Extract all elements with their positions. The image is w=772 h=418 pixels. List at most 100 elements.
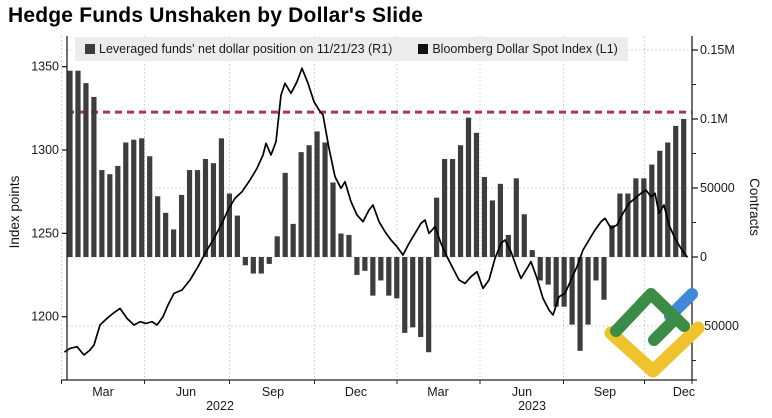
bar	[577, 257, 583, 351]
bar	[99, 170, 105, 257]
bar	[441, 159, 448, 257]
bar	[489, 200, 496, 257]
bar	[91, 96, 97, 257]
bar-series-swatch-icon	[85, 44, 95, 54]
bar	[330, 182, 336, 257]
bar	[481, 176, 488, 257]
bar	[665, 142, 671, 257]
legend-item-bar-series: Leveraged funds' net dollar position on …	[85, 42, 392, 56]
bar	[298, 152, 304, 257]
bar	[322, 142, 328, 257]
bar	[561, 257, 567, 307]
bar	[338, 233, 344, 257]
right-tick-label: 0.1M	[700, 112, 728, 126]
bar	[290, 223, 296, 257]
bar	[242, 257, 248, 266]
bar	[681, 119, 687, 257]
bar	[601, 257, 607, 300]
chart-title: Hedge Funds Unshaken by Dollar's Slide	[8, 4, 424, 27]
right-tick-label: 0.15M	[700, 43, 735, 57]
bar	[115, 165, 121, 257]
x-tick-label: Dec	[345, 385, 367, 399]
year-label: 2023	[518, 399, 546, 413]
bar	[465, 117, 472, 258]
bar	[449, 159, 456, 257]
bar	[282, 172, 288, 257]
x-tick-label: Dec	[673, 385, 695, 399]
bar	[139, 138, 145, 257]
bar	[186, 170, 193, 257]
left-tick-label: 1250	[31, 226, 59, 240]
bar	[147, 156, 153, 257]
x-tick-label: Sep	[262, 385, 284, 399]
bar	[202, 159, 209, 257]
bar	[250, 257, 256, 274]
bar	[258, 257, 264, 274]
legend-label-line-series: Bloomberg Dollar Spot Index (L1)	[432, 42, 618, 56]
bar	[378, 257, 384, 281]
bar	[457, 145, 464, 257]
logo-yellow-check	[604, 321, 705, 378]
bar	[673, 125, 679, 258]
bar	[266, 257, 272, 264]
legend-item-line-series: Bloomberg Dollar Spot Index (L1)	[418, 42, 618, 56]
bar	[657, 150, 663, 257]
bar	[123, 142, 129, 257]
line-series-swatch-icon	[418, 44, 429, 54]
bar	[83, 83, 89, 258]
x-tick-label: Jun	[512, 385, 532, 399]
bar	[155, 196, 161, 257]
bar	[274, 236, 280, 257]
bar	[226, 193, 232, 257]
year-label: 2022	[206, 399, 234, 413]
bar	[473, 132, 480, 257]
left-tick-label: 1300	[31, 143, 59, 157]
bar	[314, 131, 320, 257]
bar	[553, 257, 559, 307]
bar	[545, 257, 551, 285]
right-tick-label: -50000	[700, 319, 739, 333]
bar	[521, 214, 527, 257]
bar	[386, 257, 392, 296]
x-tick-label: Mar	[92, 385, 114, 399]
legend-label-bar-series: Leveraged funds' net dollar position on …	[99, 42, 393, 56]
bar	[346, 234, 352, 257]
bar	[107, 174, 113, 257]
bar	[163, 212, 169, 257]
bar	[218, 138, 225, 257]
bar	[633, 178, 639, 257]
left-tick-label: 1200	[31, 310, 59, 324]
bar	[306, 145, 312, 257]
bar	[609, 225, 615, 257]
bar	[569, 257, 575, 325]
bar	[370, 257, 376, 296]
bar	[625, 193, 631, 257]
bar	[362, 257, 368, 271]
bar	[354, 257, 360, 275]
bar	[617, 193, 623, 257]
index-line	[64, 67, 688, 356]
bar	[497, 183, 503, 257]
bar	[537, 257, 543, 281]
bar	[513, 178, 519, 257]
bar	[171, 229, 177, 257]
bar	[131, 139, 137, 257]
bar	[593, 257, 599, 281]
bar	[641, 178, 647, 257]
x-tick-label: Sep	[594, 385, 616, 399]
bar	[75, 70, 81, 257]
x-tick-label: Mar	[427, 385, 449, 399]
bar	[434, 197, 440, 257]
bar	[649, 164, 655, 257]
left-axis-title: Index points	[7, 175, 22, 249]
right-axis-title: Contracts	[747, 178, 762, 236]
x-tick-label: Jun	[176, 385, 196, 399]
right-tick-label: 50000	[700, 181, 735, 195]
bar	[394, 257, 400, 299]
bar	[178, 194, 185, 257]
bar	[234, 215, 240, 257]
bar	[410, 257, 416, 328]
bar	[426, 257, 432, 353]
